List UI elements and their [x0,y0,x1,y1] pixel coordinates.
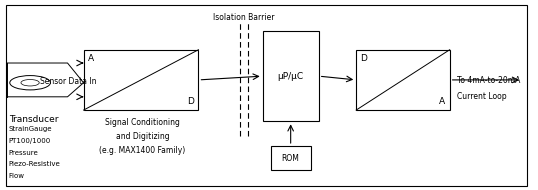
Text: StrainGauge: StrainGauge [9,126,52,132]
Text: D: D [360,54,367,63]
Bar [356,50,450,110]
Text: Piezo-Resistive: Piezo-Resistive [9,161,60,167]
Text: Signal Conditioning: Signal Conditioning [105,118,180,127]
Text: ROM: ROM [282,154,300,163]
Text: A: A [88,54,94,63]
Text: A: A [440,97,445,106]
Text: Transducer: Transducer [9,115,58,124]
Text: PT100/1000: PT100/1000 [9,138,51,144]
Text: D: D [187,97,194,106]
Text: Isolation Barrier: Isolation Barrier [213,13,275,22]
Text: To 4mA-to-20mA: To 4mA-to-20mA [457,76,520,85]
Bar [263,31,318,121]
Text: (e.g. MAX1400 Family): (e.g. MAX1400 Family) [99,146,186,155]
Text: and Digitizing: and Digitizing [116,132,169,141]
Text: Pressure: Pressure [9,150,38,155]
Bar [83,50,199,110]
Text: μP/μC: μP/μC [278,72,304,81]
Text: Sensor Data In: Sensor Data In [40,77,97,86]
Bar [271,146,311,170]
Text: Flow: Flow [9,173,25,179]
Text: Current Loop: Current Loop [457,92,506,101]
